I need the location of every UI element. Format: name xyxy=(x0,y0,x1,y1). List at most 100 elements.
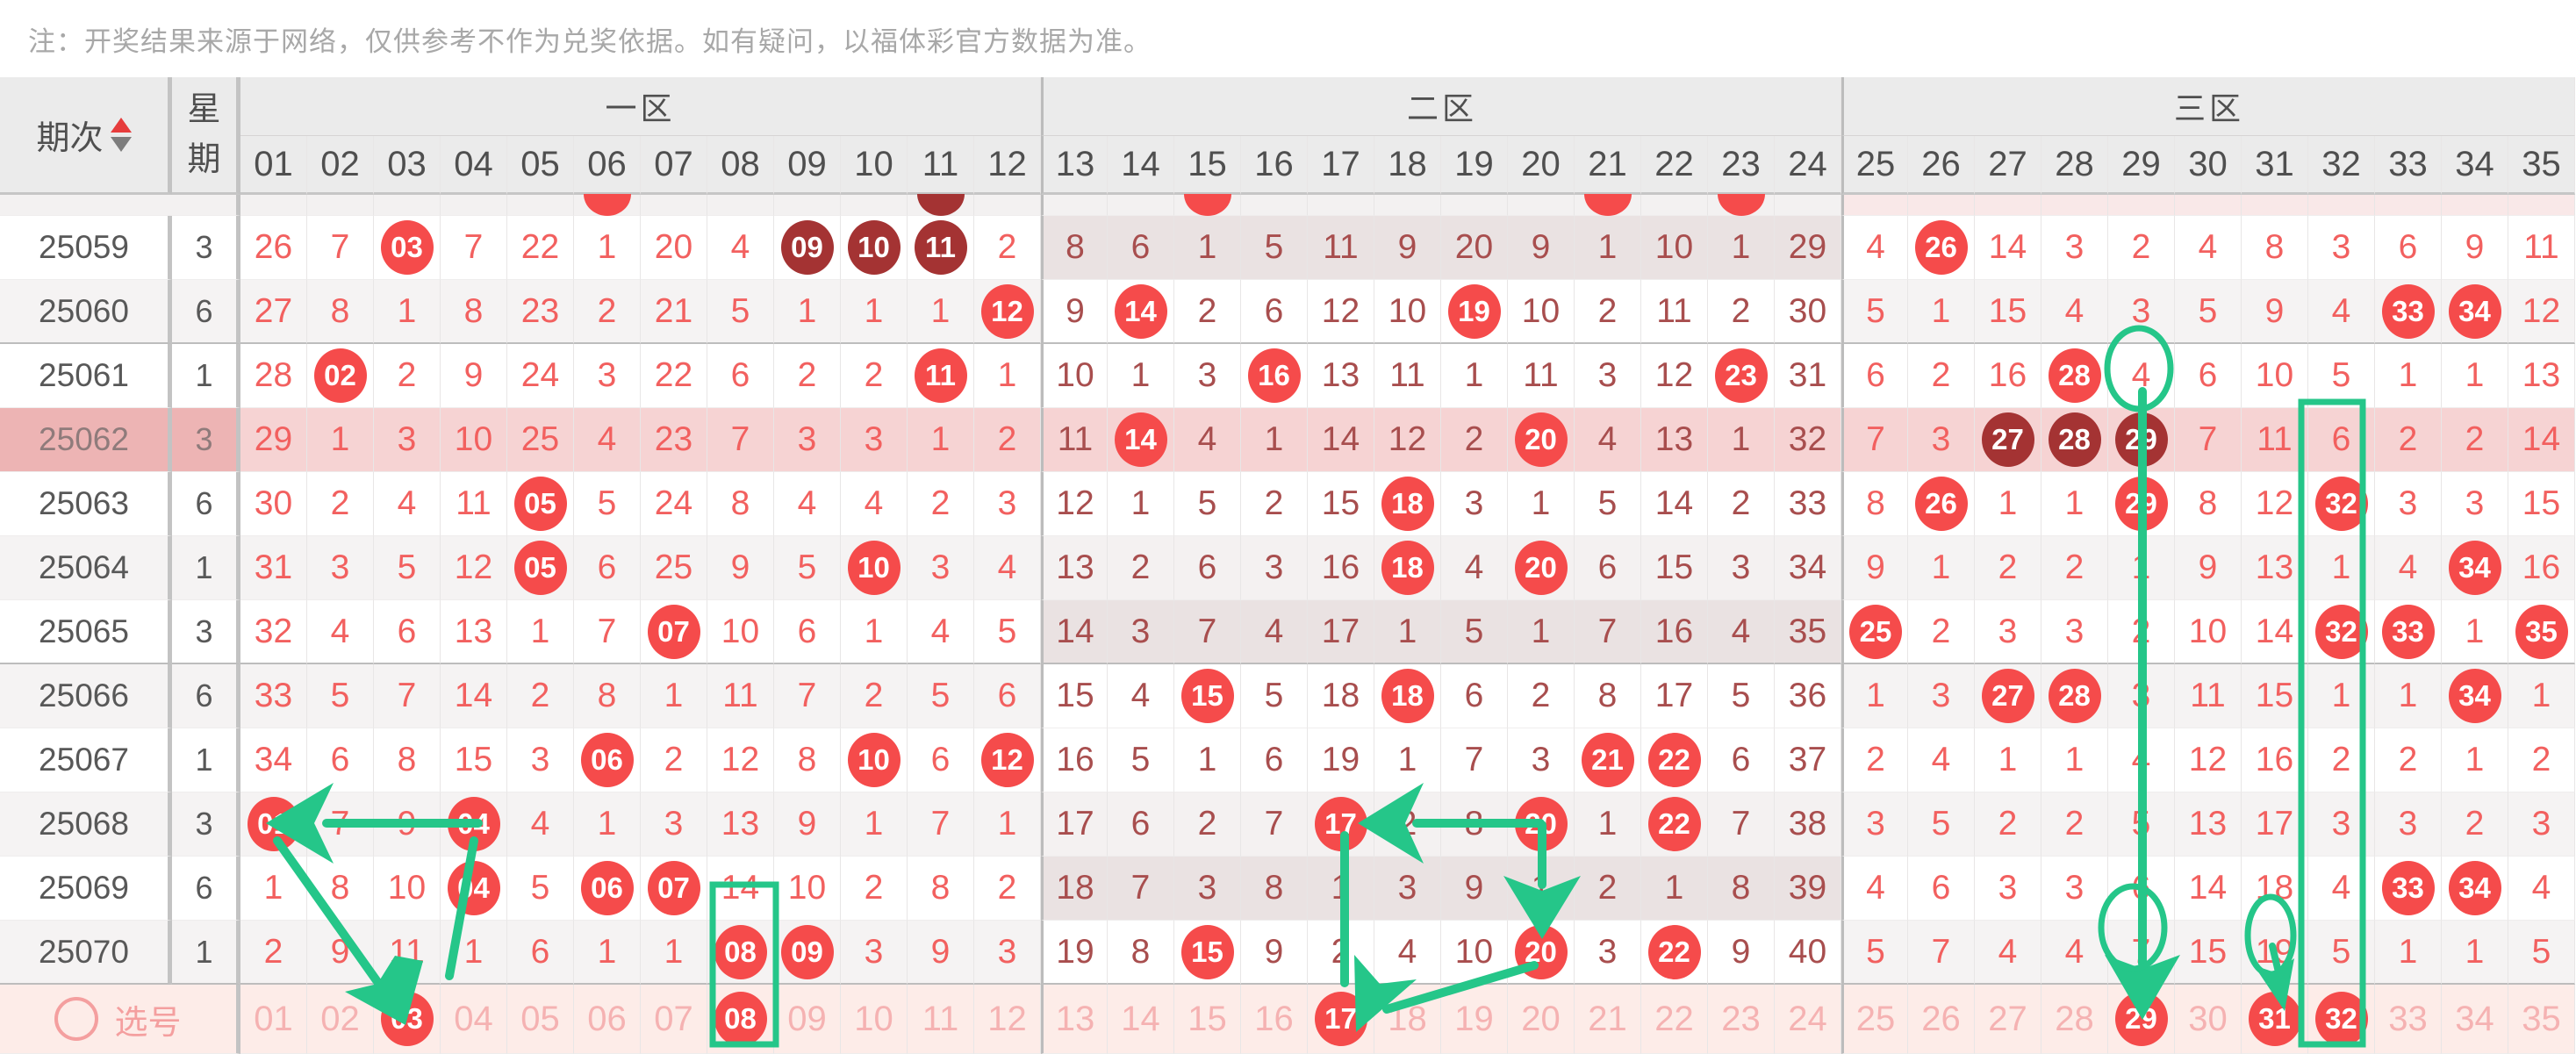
pick-17[interactable]: 17 xyxy=(1308,985,1374,1054)
pick-05[interactable]: 05 xyxy=(507,985,574,1054)
cell-25059-06: 1 xyxy=(574,216,641,280)
pick-08[interactable]: 08 xyxy=(707,985,774,1054)
cell-25061-27: 16 xyxy=(1975,344,2041,408)
pick-15[interactable]: 15 xyxy=(1174,985,1241,1054)
pick-10[interactable]: 10 xyxy=(841,985,908,1054)
cell-25066-07: 1 xyxy=(641,664,707,728)
pick-24[interactable]: 24 xyxy=(1775,985,1841,1054)
cell-25059-34: 9 xyxy=(2442,216,2508,280)
cell-25068-11: 7 xyxy=(908,792,974,857)
cell-25064-15: 6 xyxy=(1174,536,1241,600)
cell-25063-09: 4 xyxy=(774,472,841,536)
cell-25070-25: 5 xyxy=(1841,921,1908,985)
cell-25065-19: 5 xyxy=(1441,600,1508,664)
cell-25068-04: 04 xyxy=(441,792,507,857)
cell-25062-02: 1 xyxy=(307,408,374,472)
cell-25069-19: 9 xyxy=(1441,857,1508,921)
pick-27[interactable]: 27 xyxy=(1975,985,2041,1054)
pick-22[interactable]: 22 xyxy=(1641,985,1708,1054)
cell-25059-29: 2 xyxy=(2108,216,2175,280)
pick-21[interactable]: 21 xyxy=(1575,985,1641,1054)
sort-asc-icon[interactable] xyxy=(110,118,132,133)
pick-ball-31[interactable]: 31 xyxy=(2248,992,2301,1046)
pick-ball-03[interactable]: 03 xyxy=(380,992,434,1046)
pick-20[interactable]: 20 xyxy=(1508,985,1575,1054)
cell-25069-34: 34 xyxy=(2442,857,2508,921)
pick-19[interactable]: 19 xyxy=(1441,985,1508,1054)
cell-25062-17: 14 xyxy=(1308,408,1374,472)
cell-25070-26: 7 xyxy=(1908,921,1975,985)
cell-25068-31: 17 xyxy=(2242,792,2308,857)
pick-31[interactable]: 31 xyxy=(2242,985,2308,1054)
pick-11[interactable]: 11 xyxy=(908,985,974,1054)
cell-25066-19: 6 xyxy=(1441,664,1508,728)
cell-25065-20: 1 xyxy=(1508,600,1575,664)
partial-cell-09 xyxy=(774,195,841,216)
cell-25064-22: 15 xyxy=(1641,536,1708,600)
col-header-02: 02 xyxy=(307,136,374,195)
cell-25062-31: 11 xyxy=(2242,408,2308,472)
cell-25060-06: 2 xyxy=(574,280,641,344)
cell-25067-30: 12 xyxy=(2175,728,2242,792)
period-header-label: 期次 xyxy=(36,120,104,157)
sort-desc-icon[interactable] xyxy=(110,137,132,152)
col-header-27: 27 xyxy=(1975,136,2041,195)
pick-01[interactable]: 01 xyxy=(240,985,307,1054)
cell-25067-02: 6 xyxy=(307,728,374,792)
cell-25064-03: 5 xyxy=(374,536,441,600)
ball-25059-11: 11 xyxy=(914,220,967,275)
cell-25062-05: 25 xyxy=(507,408,574,472)
col-header-11: 11 xyxy=(908,136,974,195)
cell-25068-27: 2 xyxy=(1975,792,2041,857)
sort-icons[interactable] xyxy=(110,118,132,152)
pick-26[interactable]: 26 xyxy=(1908,985,1975,1054)
cell-25067-18: 1 xyxy=(1374,728,1441,792)
pick-34[interactable]: 34 xyxy=(2442,985,2508,1054)
cell-25069-09: 10 xyxy=(774,857,841,921)
pick-06[interactable]: 06 xyxy=(574,985,641,1054)
period-sort[interactable]: 期次 xyxy=(0,77,172,195)
cell-25061-24: 31 xyxy=(1775,344,1841,408)
pick-02[interactable]: 02 xyxy=(307,985,374,1054)
pick-29[interactable]: 29 xyxy=(2108,985,2175,1054)
partial-cell-02 xyxy=(307,195,374,216)
cell-25069-05: 5 xyxy=(507,857,574,921)
pick-14[interactable]: 14 xyxy=(1108,985,1174,1054)
ball-25061-28: 28 xyxy=(2048,348,2101,403)
pick-ball-08[interactable]: 08 xyxy=(714,992,767,1046)
pick-28[interactable]: 28 xyxy=(2041,985,2108,1054)
cell-25063-18: 18 xyxy=(1374,472,1441,536)
cell-25070-33: 1 xyxy=(2375,921,2442,985)
pick-03[interactable]: 03 xyxy=(374,985,441,1054)
cell-25069-15: 3 xyxy=(1174,857,1241,921)
pick-25[interactable]: 25 xyxy=(1841,985,1908,1054)
pick-33[interactable]: 33 xyxy=(2375,985,2442,1054)
cell-25067-20: 3 xyxy=(1508,728,1575,792)
cell-25060-20: 10 xyxy=(1508,280,1575,344)
pick-ball-17[interactable]: 17 xyxy=(1314,992,1367,1046)
pick-23[interactable]: 23 xyxy=(1708,985,1775,1054)
pick-ball-32[interactable]: 32 xyxy=(2314,992,2368,1046)
pick-12[interactable]: 12 xyxy=(974,985,1041,1054)
pick-07[interactable]: 07 xyxy=(641,985,707,1054)
pick-ball-29[interactable]: 29 xyxy=(2114,992,2168,1046)
pick-18[interactable]: 18 xyxy=(1374,985,1441,1054)
pick-30[interactable]: 30 xyxy=(2175,985,2242,1054)
pick-13[interactable]: 13 xyxy=(1041,985,1108,1054)
cell-25059-18: 9 xyxy=(1374,216,1441,280)
pick-16[interactable]: 16 xyxy=(1241,985,1308,1054)
cell-25070-18: 4 xyxy=(1374,921,1441,985)
pick-04[interactable]: 04 xyxy=(441,985,507,1054)
pick-35[interactable]: 35 xyxy=(2508,985,2575,1054)
col-header-14: 14 xyxy=(1108,136,1174,195)
cell-25062-14: 14 xyxy=(1108,408,1174,472)
cell-25069-30: 14 xyxy=(2175,857,2242,921)
cell-25067-05: 3 xyxy=(507,728,574,792)
cell-25065-01: 32 xyxy=(240,600,307,664)
pick-09[interactable]: 09 xyxy=(774,985,841,1054)
week-25059: 3 xyxy=(172,216,240,280)
pick-32[interactable]: 32 xyxy=(2308,985,2375,1054)
cell-25063-15: 5 xyxy=(1174,472,1241,536)
cell-25061-04: 9 xyxy=(441,344,507,408)
cell-25066-34: 34 xyxy=(2442,664,2508,728)
